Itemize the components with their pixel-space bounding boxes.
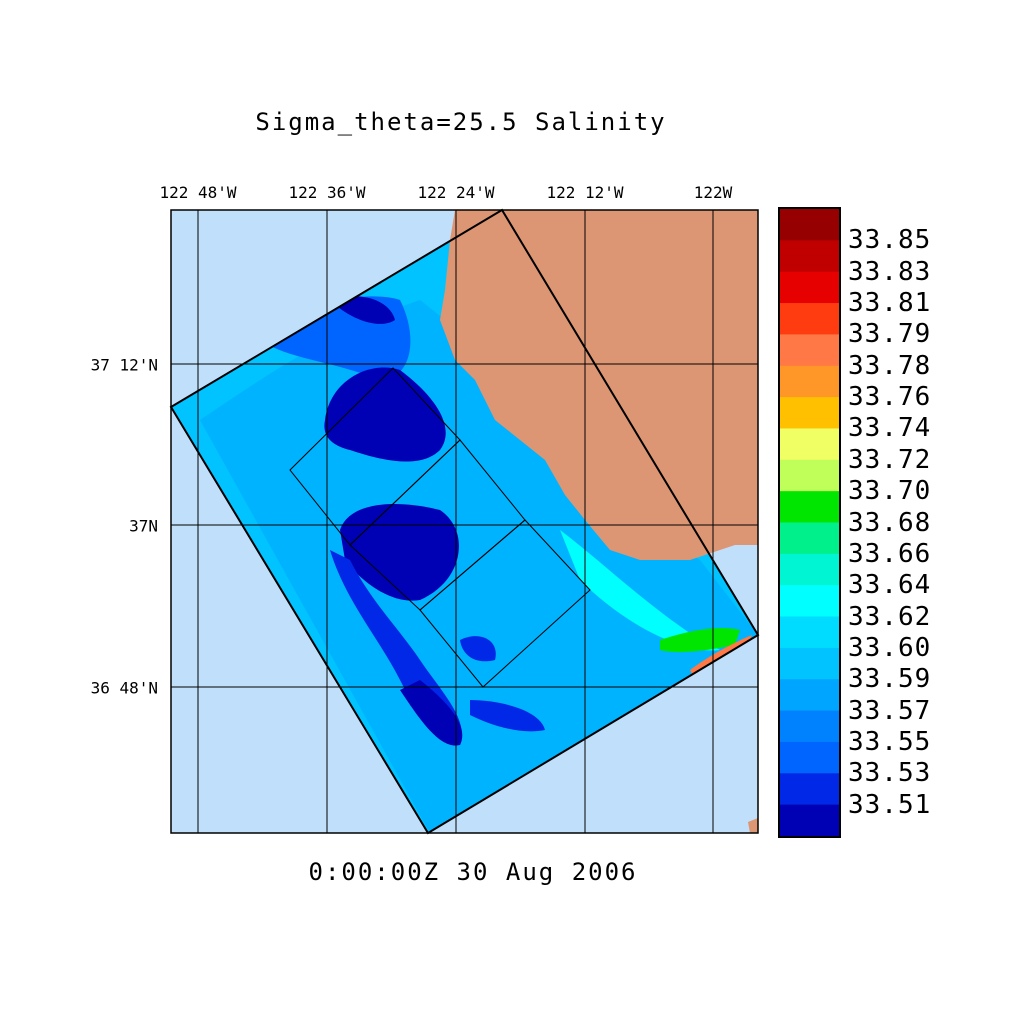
colorbar xyxy=(780,209,839,837)
colorbar-label: 33.55 xyxy=(848,726,932,757)
colorbar-swatch xyxy=(780,585,839,618)
lat-label: 36 48'N xyxy=(90,678,158,698)
colorbar-swatch xyxy=(780,365,839,398)
land xyxy=(440,210,758,560)
subdomain-boxes xyxy=(289,367,591,688)
lat-label: 37 12'N xyxy=(90,355,158,375)
colorbar-label: 33.74 xyxy=(848,413,932,444)
colorbar-swatch xyxy=(780,553,839,586)
lon-label: 122W xyxy=(693,183,733,202)
colorbar-swatch xyxy=(780,428,839,461)
colorbar-swatch xyxy=(780,522,839,555)
colorbar-swatch xyxy=(780,647,839,680)
colorbar-swatch xyxy=(780,240,839,273)
colorbar-label: 33.53 xyxy=(848,758,932,789)
lon-label: 122 36'W xyxy=(288,183,366,202)
colorbar-label: 33.59 xyxy=(848,664,932,695)
colorbar-label: 33.76 xyxy=(848,382,932,413)
colorbar-label: 33.81 xyxy=(848,288,932,319)
colorbar-swatch xyxy=(780,459,839,492)
lon-label: 122 48'W xyxy=(159,183,237,202)
colorbar-label: 33.60 xyxy=(848,632,932,663)
colorbar-swatch xyxy=(780,679,839,712)
plot-title: Sigma_theta=25.5 Salinity xyxy=(255,108,667,136)
colorbar-label: 33.85 xyxy=(848,225,932,256)
colorbar-swatch xyxy=(780,271,839,304)
colorbar-label: 33.72 xyxy=(848,444,932,475)
colorbar-swatch xyxy=(780,491,839,523)
colorbar-label: 33.51 xyxy=(848,789,932,820)
colorbar-label: 33.83 xyxy=(848,256,932,287)
colorbar-label: 33.57 xyxy=(848,695,932,726)
colorbar-label: 33.70 xyxy=(848,476,932,507)
colorbar-swatch xyxy=(780,741,839,774)
colorbar-swatch xyxy=(780,334,839,367)
lat-label: 37N xyxy=(129,516,158,536)
plot-frame xyxy=(170,209,759,834)
colorbar-swatch xyxy=(780,804,839,837)
colorbar-swatch xyxy=(780,209,839,241)
lon-label: 122 24'W xyxy=(417,183,495,202)
colorbar-label: 33.78 xyxy=(848,350,932,381)
colorbar-swatch xyxy=(780,303,839,335)
colorbar-swatch xyxy=(780,616,839,649)
colorbar-label: 33.66 xyxy=(848,538,932,569)
colorbar-label: 33.64 xyxy=(848,570,932,601)
colorbar-swatch xyxy=(780,710,839,743)
colorbar-label: 33.68 xyxy=(848,507,932,538)
colorbar-label: 33.79 xyxy=(848,319,932,350)
colorbar-label: 33.62 xyxy=(848,601,932,632)
lon-label: 122 12'W xyxy=(546,183,624,202)
time-label: 0:00:00Z 30 Aug 2006 xyxy=(308,858,638,886)
colorbar-swatch xyxy=(780,397,839,429)
colorbar-swatch xyxy=(780,773,839,806)
